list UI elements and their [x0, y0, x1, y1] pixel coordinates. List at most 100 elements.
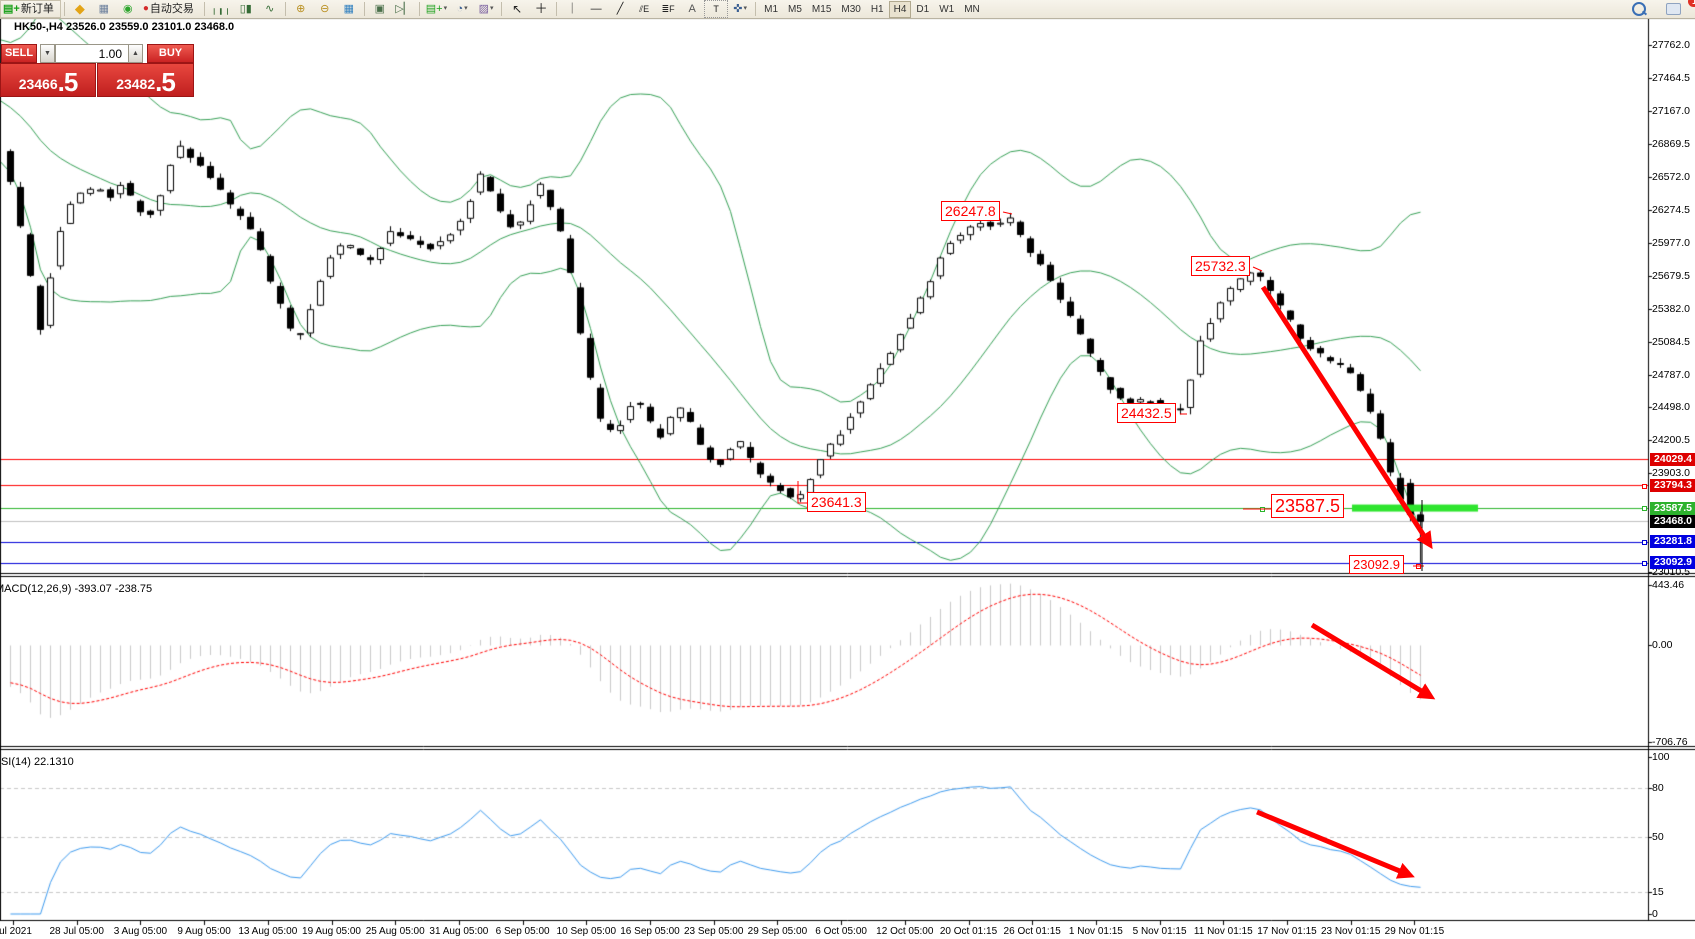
timeframe-button-w1[interactable]: W1: [939, 3, 955, 15]
price-tick: 24787.0: [1652, 369, 1690, 381]
separator: [63, 2, 65, 16]
price-tick: 27464.5: [1652, 72, 1690, 84]
vertical-line-icon[interactable]: ｜: [566, 3, 578, 15]
trade-prices-row: 23466.5 23482.5: [0, 63, 195, 97]
rsi-axis-label: 15: [1652, 886, 1664, 898]
price-tick: 26572.0: [1652, 171, 1690, 183]
text-icon[interactable]: A: [688, 3, 696, 15]
marker-square: [1642, 561, 1647, 566]
chart-shift-icon[interactable]: ▷▏: [395, 3, 413, 15]
timeframe-button-m30[interactable]: M30: [841, 3, 861, 15]
time-label: 17 Nov 01:15: [1257, 926, 1317, 937]
autotrading-button[interactable]: ● 自动交易: [140, 0, 201, 18]
price-badge-23092.9: 23092.9: [1650, 556, 1695, 570]
separator: [418, 2, 420, 16]
marker-square: [1642, 506, 1647, 511]
price-annotation-23587.5: 23587.5: [1271, 494, 1345, 518]
time-label: 23 Sep 05:00: [683, 926, 744, 937]
profile-icon[interactable]: ◆: [74, 1, 85, 16]
buy-price-button[interactable]: 23482.5: [97, 63, 194, 97]
timeframe-button-h4[interactable]: H4: [888, 0, 912, 18]
new-chart-dropdown[interactable]: ▤+ ▾: [425, 3, 448, 15]
price-tick: 25084.5: [1652, 336, 1690, 348]
time-label: 28 Jul 05:00: [49, 926, 104, 937]
time-label: 26 Oct 01:15: [1003, 926, 1061, 937]
new-order-button[interactable]: ▤+ 新订单: [0, 0, 61, 18]
timeframe-button-m15[interactable]: M15: [811, 3, 832, 15]
search-icon[interactable]: [1627, 0, 1651, 18]
volume-decrease-button[interactable]: ▼: [40, 44, 55, 63]
marker-square: [1642, 484, 1647, 489]
one-click-trading-panel: SELL ▼ ▲ BUY 23466.5 23482.5: [0, 44, 195, 97]
arrange-charts-icon[interactable]: ▣: [374, 3, 385, 15]
volume-increase-button[interactable]: ▲: [128, 44, 143, 63]
sell-price-button[interactable]: 23466.5: [0, 63, 96, 97]
bar-chart-icon[interactable]: ╷╻╷: [210, 3, 231, 15]
price-tick: 25679.5: [1652, 270, 1690, 282]
timeframe-button-h1[interactable]: H1: [870, 3, 884, 15]
autotrading-icon: ●: [142, 3, 149, 14]
time-label: 12 Oct 05:00: [876, 926, 934, 937]
sell-price-decimal: .5: [57, 67, 79, 97]
separator: [556, 2, 558, 16]
timeframe-button-m5[interactable]: M5: [788, 3, 802, 15]
time-label: 1 Nov 01:15: [1068, 926, 1123, 937]
notifications-icon[interactable]: 1: [1661, 0, 1695, 18]
separator: [363, 2, 365, 16]
price-badge-23281.8: 23281.8: [1650, 535, 1695, 549]
new-order-label: 新订单: [20, 3, 54, 15]
time-label: 23 Nov 01:15: [1320, 926, 1381, 937]
tile-windows-icon[interactable]: ▦: [343, 3, 354, 15]
rsi-axis-label: 80: [1652, 782, 1664, 794]
marker-square: [1642, 540, 1647, 545]
buy-price-decimal: .5: [155, 67, 176, 97]
zoom-in-icon[interactable]: ⊕: [296, 3, 306, 15]
separator: [203, 2, 205, 16]
volume-input[interactable]: [55, 44, 129, 63]
horizontal-line-icon[interactable]: —: [590, 3, 602, 15]
timeframe-button-d1[interactable]: D1: [916, 3, 930, 15]
equidistant-channel-icon[interactable]: ⫽E: [639, 4, 650, 14]
signals-icon[interactable]: ◉: [123, 3, 133, 15]
template-dropdown[interactable]: ▨ ▾: [478, 3, 494, 15]
zoom-out-icon[interactable]: ⊖: [320, 3, 330, 15]
time-label: Jul 2021: [0, 926, 32, 937]
price-badge-23468.0: 23468.0: [1650, 514, 1695, 528]
time-label: 5 Nov 01:15: [1132, 926, 1187, 937]
time-label: 10 Sep 05:00: [556, 926, 617, 937]
fibonacci-icon[interactable]: ≣F: [661, 4, 675, 14]
time-label: 20 Oct 01:15: [939, 926, 998, 937]
cursor-icon[interactable]: ↖: [512, 2, 523, 16]
price-tick: 26274.5: [1652, 204, 1690, 216]
time-label: 31 Aug 05:00: [429, 926, 489, 937]
macd-axis-label: 0.00: [1652, 639, 1673, 651]
separator: [501, 2, 503, 16]
marker-square: [1260, 507, 1265, 512]
sell-button[interactable]: SELL: [1, 44, 37, 63]
sell-price-int: 23466: [18, 76, 58, 92]
trendline-icon[interactable]: ╱: [616, 3, 624, 15]
line-chart-icon[interactable]: ∿: [265, 3, 275, 15]
candlestick-chart-icon[interactable]: ▯▮: [239, 3, 252, 15]
main-toolbar: ▤+ 新订单 ◆ ▦ ◉ ● 自动交易 ╷╻╷ ▯▮ ∿ ⊕ ⊖ ▦ ▣ ▷▏ …: [0, 0, 1695, 19]
price-annotation-24432.5: 24432.5: [1117, 403, 1176, 423]
timeframe-button-mn[interactable]: MN: [964, 3, 980, 15]
arrows-dropdown[interactable]: ✜ ▾: [733, 3, 747, 15]
buy-button[interactable]: BUY: [147, 44, 194, 63]
rsi-axis-label: 100: [1652, 751, 1670, 763]
price-badge-23587.5: 23587.5: [1650, 501, 1695, 515]
price-tick: 24498.0: [1652, 401, 1690, 414]
timeframe-bar: M1 M5 M15 M30 H1 H4 D1 W1 MN: [759, 0, 985, 18]
market-watch-icon[interactable]: ▦: [98, 3, 110, 15]
time-label: 3 Aug 05:00: [113, 926, 168, 937]
time-label: 29 Sep 05:00: [747, 926, 808, 937]
notification-badge: 1: [1688, 0, 1695, 7]
text-label-icon[interactable]: T: [704, 0, 729, 18]
price-annotation-23092.9: 23092.9: [1349, 555, 1404, 574]
macd-axis-label: -706.76: [1652, 736, 1688, 748]
timeframe-button-m1[interactable]: M1: [764, 3, 779, 15]
period-dropdown[interactable]: ◔ ▾: [456, 3, 468, 15]
crosshair-icon[interactable]: ＋: [534, 1, 548, 16]
time-label: 16 Sep 05:00: [620, 926, 680, 937]
